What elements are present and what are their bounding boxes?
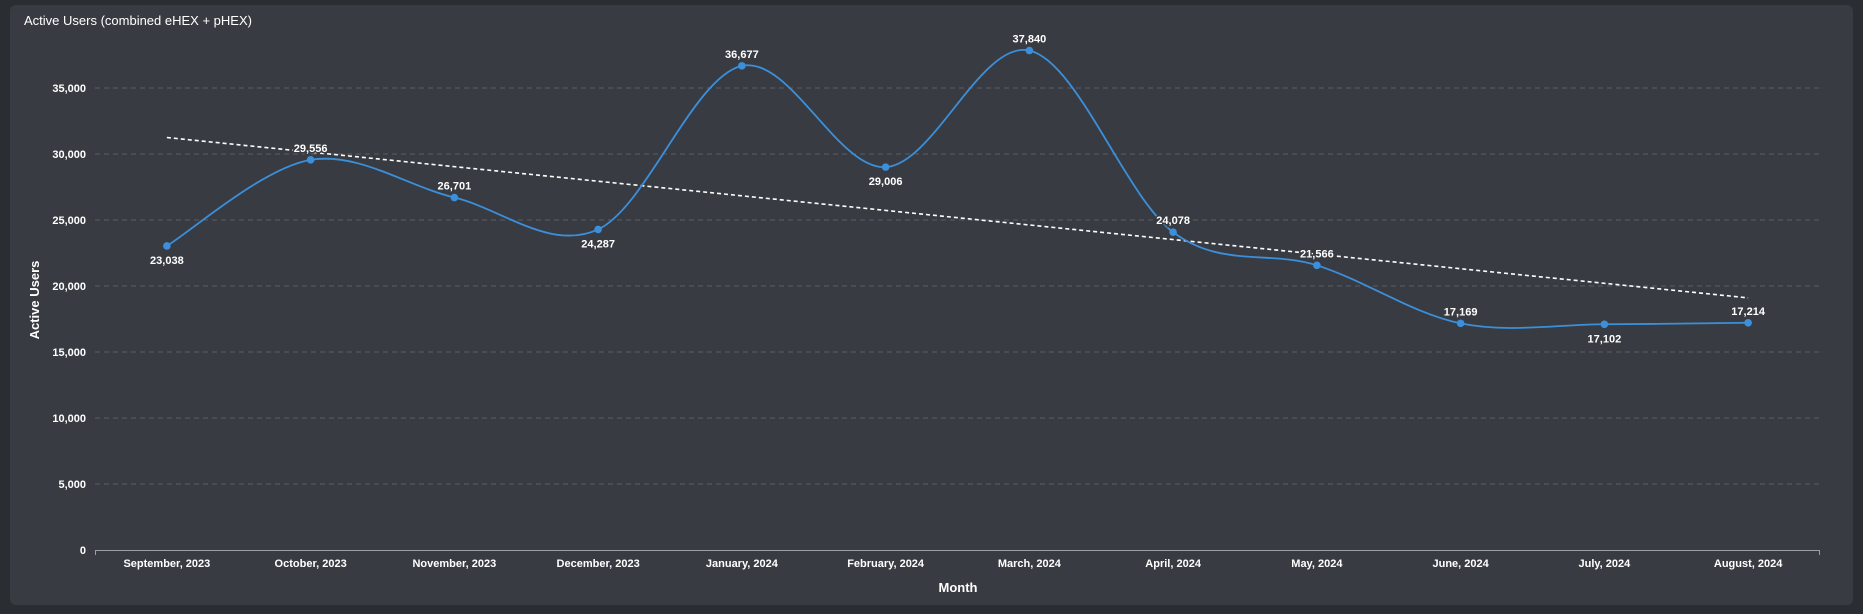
grid-lines <box>95 87 1820 485</box>
data-label: 21,566 <box>1300 248 1334 260</box>
data-label: 29,556 <box>294 143 328 155</box>
data-label: 24,287 <box>581 238 615 250</box>
y-tick-label: 5,000 <box>58 479 86 491</box>
y-tick-label: 15,000 <box>52 347 86 359</box>
chart-title: Active Users (combined eHEX + pHEX) <box>24 13 252 28</box>
data-label: 23,038 <box>150 255 184 267</box>
x-axis-ticks: September, 2023 October, 2023 November, 20… <box>95 550 1820 570</box>
x-tick-label: June, 2024 <box>1432 558 1489 570</box>
data-point[interactable] <box>450 193 459 202</box>
data-label: 17,169 <box>1444 306 1478 318</box>
y-tick-label: 0 <box>80 545 86 557</box>
data-label: 17,102 <box>1588 333 1622 345</box>
x-tick-label: March, 2024 <box>998 558 1062 570</box>
data-point[interactable] <box>1600 320 1609 329</box>
data-points[interactable] <box>163 46 1752 329</box>
data-point[interactable] <box>1313 261 1321 270</box>
data-point[interactable] <box>163 242 171 250</box>
x-tick-label: February, 2024 <box>847 558 925 570</box>
x-tick-label: August, 2024 <box>1714 558 1783 570</box>
chart-card <box>10 5 1853 605</box>
y-axis-ticks: 0 5,000 10,000 15,000 20,000 25,000 30,000 35,0… <box>52 83 86 557</box>
x-tick-label: January, 2024 <box>706 558 779 570</box>
data-point[interactable] <box>1744 318 1752 327</box>
x-tick-label: July, 2024 <box>1578 558 1631 570</box>
x-tick-label: December, 2023 <box>557 558 640 570</box>
y-tick-label: 30,000 <box>52 149 86 161</box>
y-tick-label: 10,000 <box>52 413 86 425</box>
x-axis-label: Month <box>939 580 978 595</box>
data-point[interactable] <box>881 163 890 171</box>
data-point[interactable] <box>594 225 602 234</box>
data-label: 17,214 <box>1731 306 1766 318</box>
data-labels: 23,038 29,556 26,701 24,287 36,677 29,006 37,8… <box>149 32 1768 347</box>
data-point[interactable] <box>1025 46 1034 55</box>
data-label: 26,701 <box>438 181 472 193</box>
y-tick-label: 35,000 <box>52 83 86 95</box>
x-tick-label: November, 2023 <box>412 558 496 570</box>
data-label: 37,840 <box>1013 34 1047 46</box>
data-label: 36,677 <box>725 49 759 61</box>
y-tick-label: 25,000 <box>52 215 86 227</box>
data-point[interactable] <box>1456 319 1465 328</box>
data-label: 24,078 <box>1156 215 1190 227</box>
data-point[interactable] <box>1169 228 1177 236</box>
x-tick-label: May, 2024 <box>1291 558 1343 570</box>
data-point[interactable] <box>306 156 315 164</box>
data-label: 29,006 <box>869 176 903 188</box>
x-tick-label: April, 2024 <box>1145 558 1202 570</box>
data-point[interactable] <box>738 62 746 70</box>
x-tick-label: October, 2023 <box>275 558 347 570</box>
trend-line <box>166 136 1749 299</box>
y-tick-label: 20,000 <box>52 281 86 293</box>
y-axis-label: Active Users <box>27 261 42 340</box>
x-tick-label: September, 2023 <box>123 558 210 570</box>
